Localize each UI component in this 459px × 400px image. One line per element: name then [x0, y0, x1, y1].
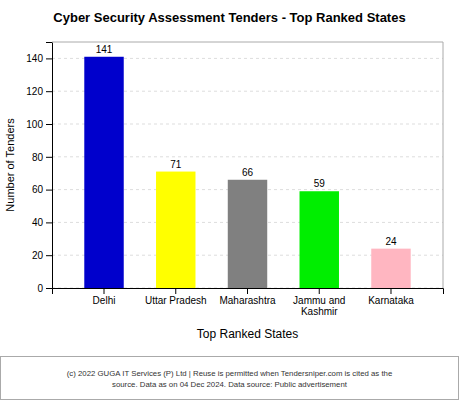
x-axis-title: Top Ranked States — [197, 327, 298, 341]
y-tick-mark — [46, 288, 52, 289]
y-tick: 20 — [32, 250, 52, 261]
data-labels: 141 71 66 59 24 — [96, 44, 397, 247]
x-axis-line — [53, 289, 444, 295]
footer-line: source. Data as on 04 Dec 2024. Data sou… — [112, 380, 348, 389]
y-tick-label: 60 — [32, 184, 44, 195]
frame-right — [443, 42, 444, 288]
x-tick-mark — [390, 288, 391, 294]
y-tick-label: 100 — [26, 119, 43, 130]
x-tick: Jammu andKashmir — [293, 288, 345, 317]
data-label: 24 — [385, 236, 397, 247]
bars — [84, 57, 410, 288]
x-tick-label-line: Jammu and — [293, 295, 345, 306]
x-tick-label-line: Uttar Pradesh — [145, 295, 207, 306]
y-tick-mark — [46, 157, 52, 158]
y-tick-label: 120 — [26, 86, 43, 97]
y-axis-line — [46, 43, 53, 289]
x-tick-label: Karnataka — [368, 295, 414, 306]
y-tick-mark — [46, 222, 52, 223]
x-tick-label: Maharashtra — [219, 295, 276, 306]
x-tick-mark — [247, 288, 248, 294]
y-tick: 0 — [37, 283, 52, 294]
x-tick: Uttar Pradesh — [145, 288, 207, 306]
y-tick-label: 40 — [32, 217, 44, 228]
x-tick-label: Delhi — [93, 295, 116, 306]
bar — [84, 57, 123, 288]
x-tick-mark — [175, 288, 176, 294]
y-tick-mark — [46, 190, 52, 191]
bar — [228, 180, 267, 288]
x-tick: Delhi — [93, 288, 116, 306]
x-tick: Karnataka — [368, 288, 414, 306]
x-tick-label: Jammu andKashmir — [293, 295, 345, 317]
x-tick-mark — [319, 288, 320, 294]
x-axis: DelhiUttar PradeshMaharashtraJammu andKa… — [53, 288, 444, 317]
footer: (c) 2022 GUGA IT Services (P) Ltd | Reus… — [67, 369, 392, 389]
bar — [371, 249, 410, 288]
y-axis-title: Number of Tenders — [4, 118, 16, 212]
y-tick-mark — [46, 91, 52, 92]
y-axis: 0 20 40 60 80 100 120 140 — [26, 43, 52, 294]
data-label: 141 — [96, 44, 113, 55]
y-tick: 100 — [26, 119, 52, 130]
y-tick: 60 — [32, 184, 52, 195]
plot: 141 71 66 59 24 0 20 40 60 80 100 120 140 Delhi Uttar … — [4, 42, 444, 341]
y-tick: 40 — [32, 217, 52, 228]
y-tick-mark — [46, 255, 52, 256]
x-tick-label-line: Delhi — [93, 295, 116, 306]
frame-top — [52, 42, 443, 43]
y-tick-mark — [46, 124, 52, 125]
footer-line: (c) 2022 GUGA IT Services (P) Ltd | Reus… — [67, 369, 392, 378]
y-tick-label: 80 — [32, 152, 44, 163]
y-tick-label: 0 — [37, 283, 43, 294]
data-label: 66 — [242, 167, 254, 178]
footer-box — [1, 357, 459, 400]
y-tick: 80 — [32, 152, 52, 163]
title: Cyber Security Assessment Tenders - Top … — [53, 10, 405, 25]
x-tick-label-line: Karnataka — [368, 295, 414, 306]
x-tick-label-line: Kashmir — [301, 306, 338, 317]
y-tick-label: 20 — [32, 250, 44, 261]
y-tick: 140 — [26, 53, 52, 64]
data-label: 71 — [170, 159, 182, 170]
chart: Cyber Security Assessment Tenders - Top … — [0, 0, 459, 400]
y-tick-label: 140 — [26, 53, 43, 64]
x-tick-label: Uttar Pradesh — [145, 295, 207, 306]
x-tick: Maharashtra — [219, 288, 276, 306]
bar — [300, 191, 339, 288]
x-tick-label-line: Maharashtra — [219, 295, 276, 306]
x-tick-mark — [104, 288, 105, 294]
data-label: 59 — [314, 178, 326, 189]
bar — [156, 172, 195, 288]
y-tick: 120 — [26, 86, 52, 97]
y-tick-mark — [46, 58, 52, 59]
